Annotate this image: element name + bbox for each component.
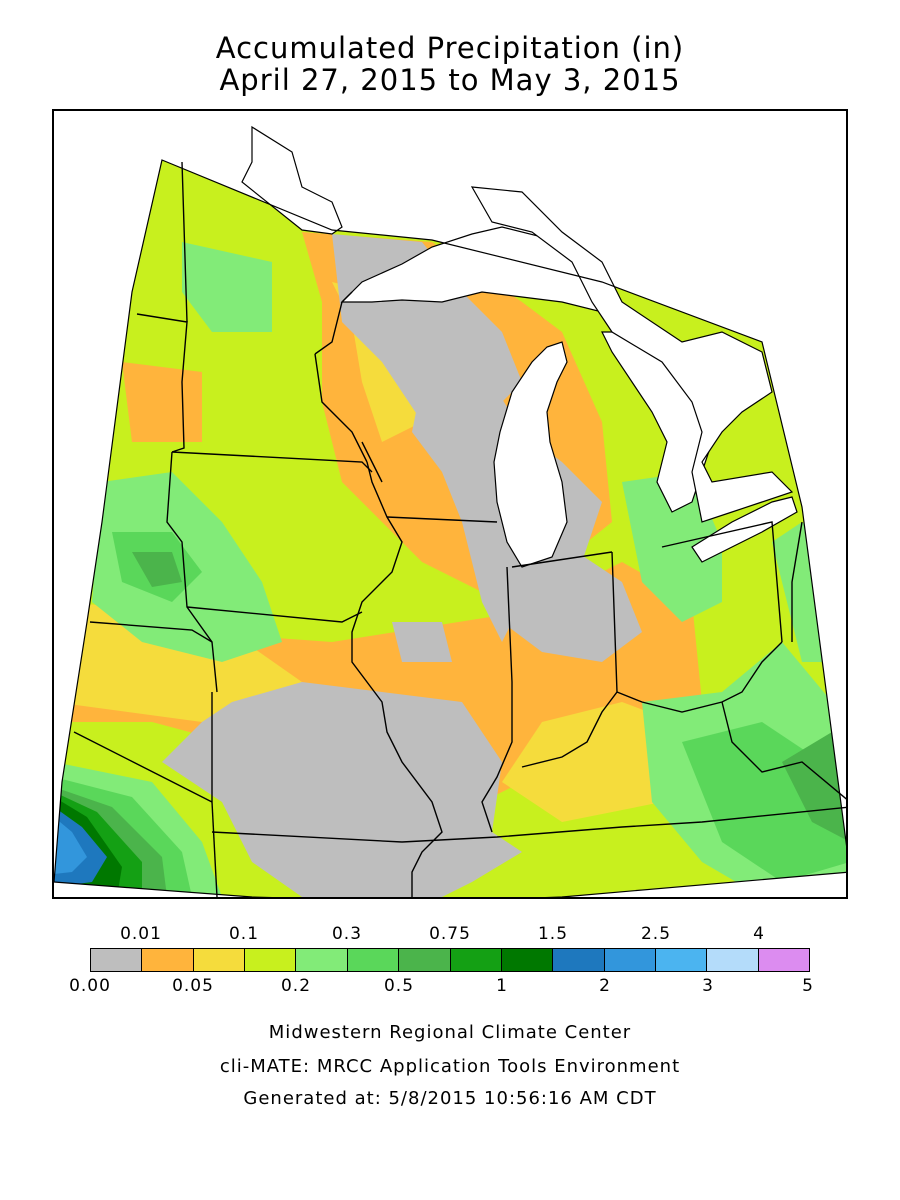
legend-upper-label: 0.01 (120, 924, 162, 944)
legend-swatch (296, 949, 348, 971)
legend-upper-label: 0.75 (429, 924, 471, 944)
legend-swatch (655, 949, 708, 971)
legend-lower-label: 5 (802, 976, 814, 996)
legend-lower-label: 0.2 (280, 976, 312, 996)
legend-color-bar (90, 948, 810, 972)
legend-swatch (347, 949, 400, 971)
legend-swatch (707, 949, 759, 971)
legend-swatch (142, 949, 194, 971)
footer-organization: Midwestern Regional Climate Center (268, 1022, 632, 1043)
legend-swatch (245, 949, 297, 971)
legend-upper-label: 1.5 (537, 924, 569, 944)
map-date-range: April 27, 2015 to May 3, 2015 (219, 63, 681, 97)
footer-tool-name: cli-MATE: MRCC Application Tools Environ… (219, 1056, 681, 1077)
legend-swatch (553, 949, 605, 971)
legend-swatch (604, 949, 656, 971)
region-outline (54, 159, 846, 897)
legend-swatch (193, 949, 246, 971)
footer-generated-time: Generated at: 5/8/2015 10:56:16 AM CDT (243, 1088, 657, 1109)
legend-lower-label: 0.05 (172, 976, 214, 996)
legend-swatch (450, 949, 502, 971)
precipitation-map (52, 109, 848, 899)
precipitation-legend: 0.01 0.1 0.3 0.75 1.5 2.5 4 0.00 0.05 0.… (0, 920, 900, 1000)
legend-lower-label: 3 (702, 976, 714, 996)
legend-swatch (758, 949, 810, 971)
legend-lower-label: 0.00 (69, 976, 111, 996)
legend-upper-label: 4 (753, 924, 765, 944)
legend-lower-label: 0.5 (383, 976, 415, 996)
legend-upper-label: 0.1 (228, 924, 260, 944)
state-borders (73, 161, 846, 897)
lake-michigan (493, 341, 568, 568)
legend-swatch (399, 949, 451, 971)
legend-swatch (91, 949, 143, 971)
legend-upper-label: 0.3 (331, 924, 363, 944)
map-title: Accumulated Precipitation (in) (215, 31, 685, 65)
legend-lower-label: 2 (599, 976, 611, 996)
legend-upper-label: 2.5 (640, 924, 672, 944)
legend-lower-label: 1 (496, 976, 508, 996)
lake-erie (691, 496, 798, 563)
great-lakes (340, 226, 798, 568)
legend-swatch (501, 949, 554, 971)
